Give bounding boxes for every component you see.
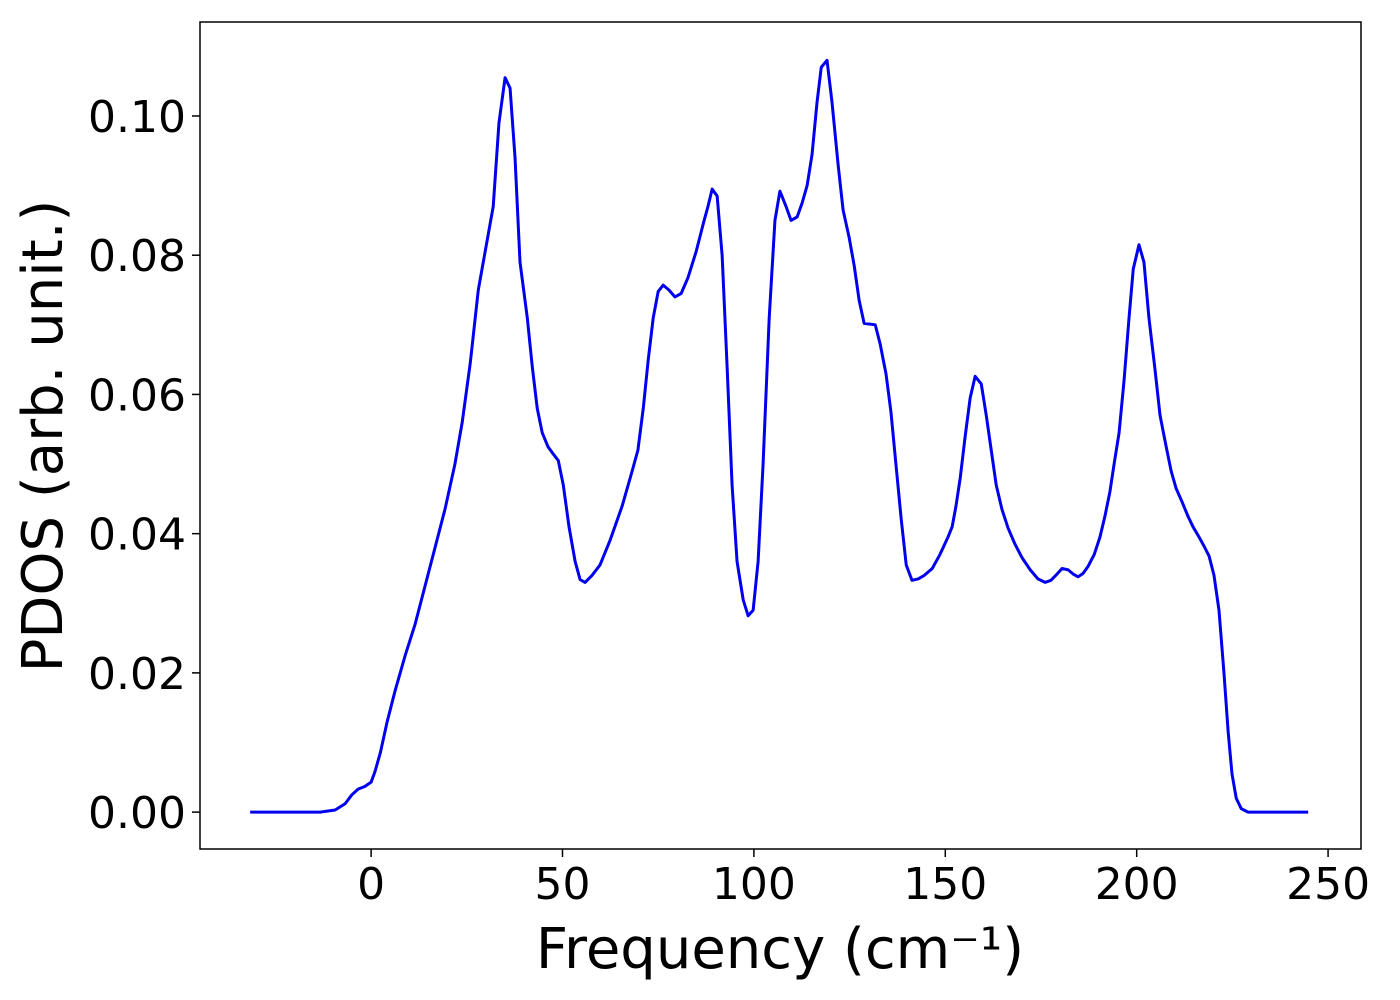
y-tick-label: 0.00 xyxy=(88,788,186,839)
x-axis-label: Frequency (cm⁻¹) xyxy=(536,917,1024,982)
x-tick-label: 200 xyxy=(1095,859,1179,910)
x-tick-label: 0 xyxy=(357,859,385,910)
y-tick-label: 0.04 xyxy=(88,510,186,561)
x-tick-label: 50 xyxy=(535,859,591,910)
line xyxy=(250,58,1309,814)
y-tick-label: 0.10 xyxy=(88,92,186,143)
x-tick-label: 150 xyxy=(903,859,987,910)
y-tick-label: 0.06 xyxy=(88,370,186,421)
x-tick-label: 250 xyxy=(1286,859,1370,910)
y-axis-label: PDOS (arb. unit.) xyxy=(11,200,76,673)
y-tick-label: 0.08 xyxy=(88,231,186,282)
x-tick-label: 100 xyxy=(712,859,796,910)
y-tick-label: 0.02 xyxy=(88,649,186,700)
plot-frame xyxy=(199,21,1362,850)
